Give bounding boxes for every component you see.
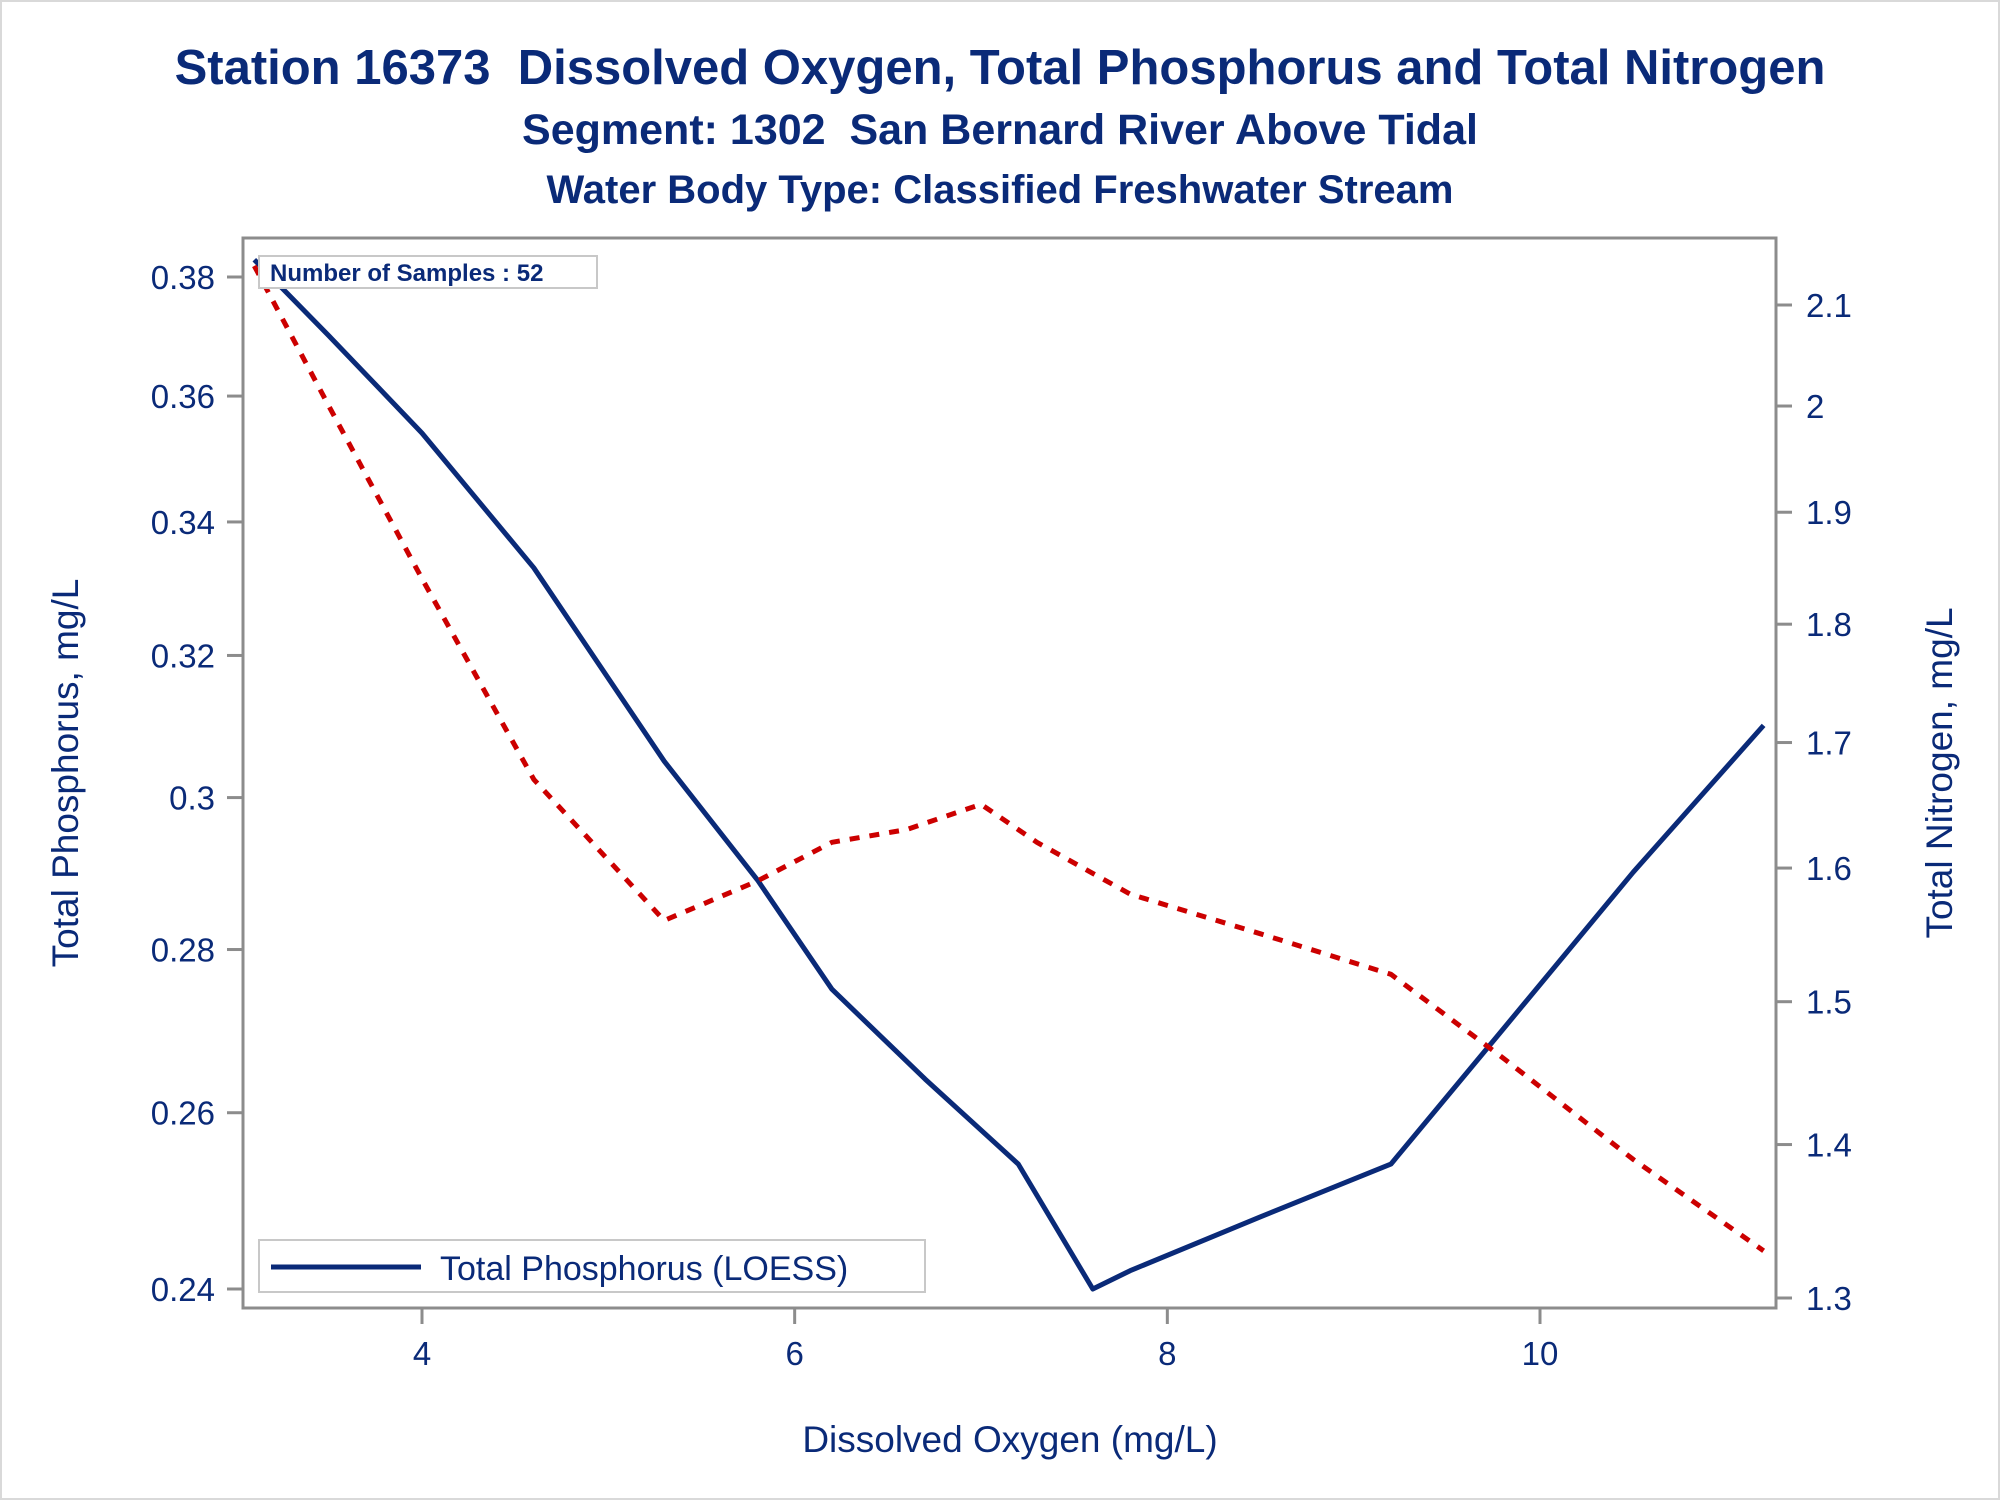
left-y-tick-label: 0.3 (169, 780, 215, 817)
left-y-axis: 0.24 0.26 0.28 0.3 0.32 0.34 0.36 0.38 (151, 259, 243, 1308)
annotation-text: Number of Samples : 52 (270, 260, 543, 287)
left-y-tick-label: 0.38 (151, 259, 215, 296)
x-tick-label: 8 (1158, 1335, 1176, 1372)
left-y-tick-label: 0.34 (151, 504, 215, 541)
series-layer (252, 257, 1766, 1292)
chart-subtitle-segment: Segment: 1302 San Bernard River Above Ti… (522, 106, 1478, 154)
plot-area (241, 236, 1778, 1310)
right-y-axis: 1.3 1.4 1.5 1.6 1.7 1.8 1.9 2 2.1 (1776, 287, 1852, 1317)
total-nitrogen-line (252, 264, 1766, 1253)
left-y-tick-label: 0.26 (151, 1095, 215, 1132)
left-y-axis-title: Total Phosphorus, mg/L (45, 579, 86, 968)
right-y-tick-label: 1.7 (1806, 725, 1852, 762)
x-axis: 4 6 8 10 (413, 1308, 1559, 1372)
annotation-box (258, 255, 598, 289)
left-y-tick-label: 0.32 (151, 637, 215, 674)
x-axis-title: Dissolved Oxygen (mg/L) (802, 1419, 1217, 1460)
x-tick-label: 10 (1522, 1335, 1559, 1372)
right-y-tick-label: 1.5 (1806, 984, 1852, 1021)
left-y-tick-label: 0.24 (151, 1271, 215, 1308)
right-y-tick-label: 2.1 (1806, 287, 1852, 324)
right-y-tick-label: 1.4 (1806, 1127, 1852, 1164)
total-phosphorus-line (252, 257, 1766, 1292)
right-y-tick-label: 1.3 (1806, 1280, 1852, 1317)
x-tick-label: 6 (785, 1335, 803, 1372)
sample-count-annotation: Number of Samples : 52 (258, 255, 598, 289)
legend: Total Phosphorus (LOESS) (258, 1239, 926, 1293)
chart-title: Station 16373 Dissolved Oxygen, Total Ph… (174, 41, 1826, 95)
right-y-tick-label: 1.6 (1806, 850, 1852, 887)
legend-label-phosphorus: Total Phosphorus (LOESS) (440, 1250, 848, 1288)
chart-subtitle-waterbody: Water Body Type: Classified Freshwater S… (546, 168, 1454, 212)
left-y-tick-label: 0.36 (151, 378, 215, 415)
right-y-axis-title: Total Nitrogen, mg/L (1919, 607, 1960, 938)
x-tick-label: 4 (413, 1335, 431, 1372)
right-y-tick-label: 1.9 (1806, 494, 1852, 531)
right-y-tick-label: 2 (1806, 388, 1824, 425)
right-y-tick-label: 1.8 (1806, 606, 1852, 643)
left-y-tick-label: 0.28 (151, 932, 215, 969)
